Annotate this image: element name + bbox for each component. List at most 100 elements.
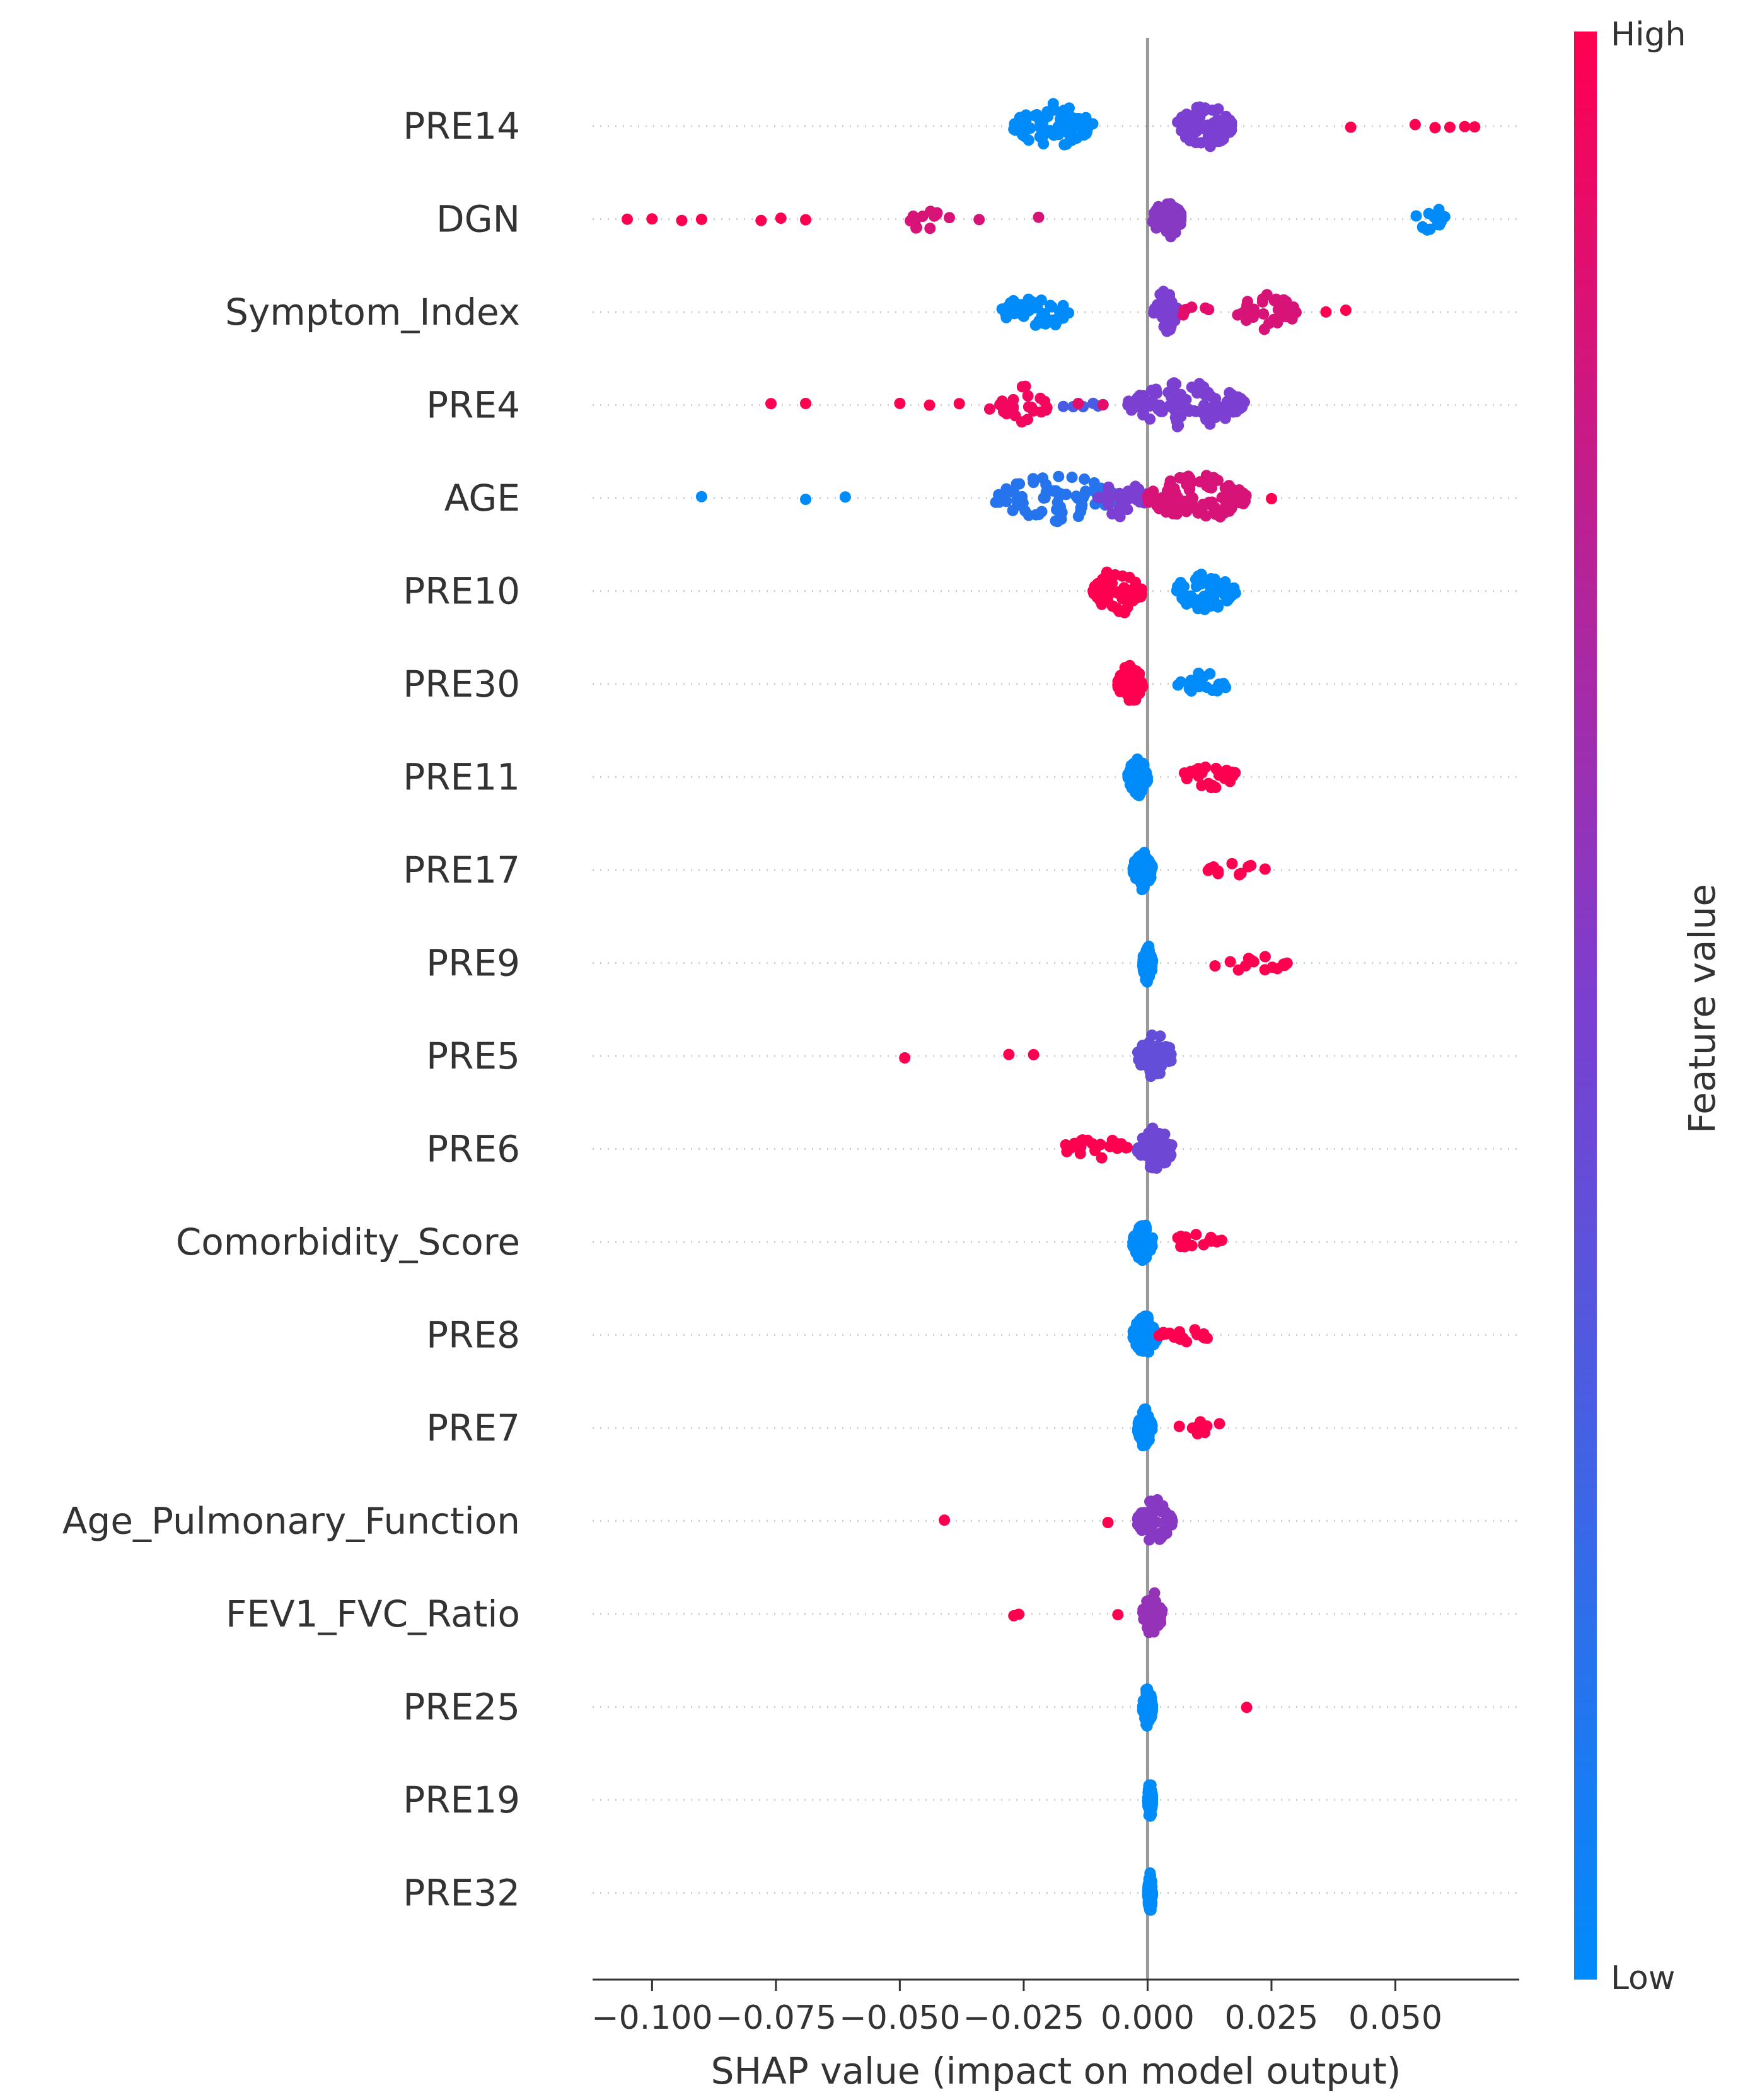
shap-point [1195,120,1207,131]
shap-point [1185,590,1197,602]
shap-point [1022,390,1034,402]
shap-point [1225,391,1237,402]
shap-point [1147,1124,1159,1136]
shap-point [1106,1134,1118,1146]
shap-point [1049,485,1061,497]
shap-point [1272,316,1283,328]
feature-label: PRE11 [403,756,520,799]
shap-point [1082,1134,1094,1146]
shap-point [1099,593,1111,605]
shap-point [1186,476,1198,488]
shap-point [1102,1517,1114,1528]
shap-point [973,214,985,226]
shap-point [1154,1030,1166,1042]
shap-point [1189,1324,1201,1336]
shap-point [622,213,633,225]
shap-point [1245,859,1257,871]
shap-point [1072,492,1084,504]
shap-point [1183,403,1195,415]
shap-point [1212,474,1224,486]
shap-point [1205,1235,1217,1247]
shap-point [1168,482,1180,494]
shap-point [1058,309,1070,321]
shap-point [1183,112,1195,124]
shap-point [1124,678,1136,690]
shap-point [1112,1609,1124,1621]
feature-label: PRE19 [403,1778,520,1821]
shap-point [646,213,658,225]
shap-point [1128,1231,1140,1243]
shap-point [1134,1050,1146,1062]
shap-point [1459,120,1471,132]
shap-point [1195,568,1207,580]
shap-point [1283,309,1295,321]
shap-point [1173,501,1185,513]
shap-point [1209,501,1220,513]
shap-point [1175,1231,1187,1243]
shap-point [1166,1515,1178,1527]
shap-point [1143,1809,1155,1821]
shap-point [1208,400,1220,412]
shap-point [1224,124,1236,136]
feature-label: AGE [444,477,520,519]
shap-point [953,398,965,410]
shap-point [994,398,1006,410]
shap-point [1235,393,1247,405]
shap-point [1169,226,1181,238]
feature-label: PRE32 [403,1872,520,1915]
shap-point [1035,294,1047,306]
shap-point [1078,114,1090,126]
shap-point [1173,419,1185,431]
shap-point [1113,487,1125,499]
shap-point [1143,1877,1155,1889]
shap-point [1142,945,1154,957]
shap-point [1148,1137,1160,1149]
shap-point [1127,595,1139,606]
shap-point [1137,1327,1149,1339]
shap-point [1207,684,1219,696]
shap-point [800,398,811,409]
shap-point [1145,1712,1157,1724]
shap-point [1111,508,1123,519]
feature-label: Comorbidity_Score [176,1221,520,1263]
shap-point [1029,319,1041,331]
shap-point [676,214,688,226]
shap-point [1172,679,1184,691]
shap-point [1214,769,1225,781]
shap-point [1023,305,1035,316]
shap-point [1106,577,1118,589]
shap-point [1140,1224,1152,1236]
shap-point [1060,489,1072,501]
shap-point [1144,1893,1156,1905]
shap-point [1145,1070,1157,1082]
shap-point [1166,378,1178,390]
shap-point [1235,308,1247,320]
shap-point [1136,884,1148,895]
shap-point [1007,504,1019,516]
shap-point [1191,102,1203,113]
shap-point [894,397,906,409]
x-tick-label: 0.025 [1225,1999,1319,2037]
shap-point [1132,392,1144,403]
shap-point [1144,1786,1156,1798]
shap-point [1146,1698,1158,1710]
shap-point [1122,485,1134,497]
shap-point [1133,1431,1145,1443]
shap-point [1241,1702,1253,1714]
shap-point [1204,600,1216,612]
shap-point [1211,583,1223,595]
shap-point [1340,305,1352,316]
shap-point [983,403,995,415]
shap-point [1198,408,1210,420]
shap-point [1140,1413,1152,1425]
x-tick-label: −0.100 [591,1999,712,2037]
feature-labels: PRE14 DGN Symptom_Index PRE4 AGE PRE10 PRE30 PR… [62,105,520,1915]
shap-point [1137,1040,1149,1052]
x-tick-label: 0.000 [1101,1999,1195,2037]
shap-point [1102,494,1114,506]
shap-point [1119,606,1131,618]
shap-point [944,212,955,224]
shap-point [1214,1418,1225,1430]
x-tick-label: −0.025 [963,1999,1084,2037]
shap-point [1003,1048,1015,1060]
